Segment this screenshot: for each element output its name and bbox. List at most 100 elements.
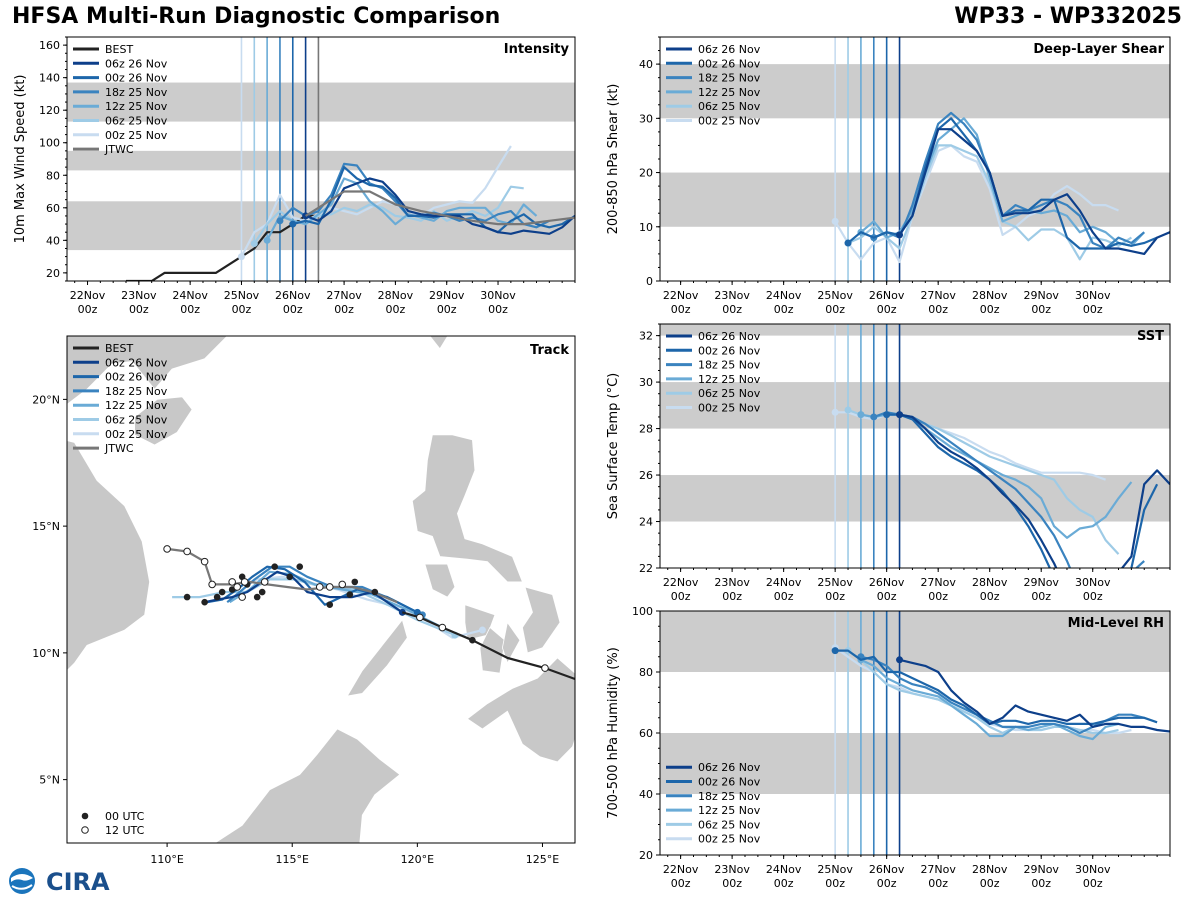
track-marker-legend-00utc (81, 812, 89, 820)
track-marker-legend-label: 12 UTC (105, 824, 145, 837)
shear-ytick-label: 40 (639, 58, 653, 71)
shear-band (660, 64, 1170, 119)
sst-series-start-5 (831, 408, 839, 416)
intensity-xtick-label: 00z (129, 303, 149, 316)
track-series-0 (204, 570, 403, 614)
intensity-xtick-label: 27Nov (326, 289, 362, 302)
rh-legend-label: 12z 25 Nov (698, 804, 761, 817)
shear-xtick-label: 23Nov (714, 289, 750, 302)
sst-series-start-0 (896, 411, 904, 419)
land-china (67, 336, 228, 406)
rh-band (660, 733, 1170, 794)
track-point-12utc (240, 578, 249, 586)
intensity-xtick-label: 24Nov (172, 289, 208, 302)
track-lon-label: 115°E (275, 853, 308, 866)
sst-series-2 (873, 411, 1145, 568)
track-legend-label: 00z 26 Nov (105, 371, 168, 384)
intensity-series-1 (292, 166, 575, 234)
sst-xtick-label: 29Nov (1023, 576, 1059, 589)
sst-xtick-label: 00z (980, 590, 1000, 603)
sst-legend-label: 06z 26 Nov (698, 330, 761, 343)
sst-legend-label: 06z 25 Nov (698, 387, 761, 400)
land-sulawesi (416, 841, 418, 843)
figure-title: HFSA Multi-Run Diagnostic Comparison (12, 4, 501, 29)
track-point-12utc (438, 623, 447, 632)
track-legend-label: 18z 25 Nov (105, 385, 168, 398)
rh-series-4 (847, 649, 1119, 735)
shear-series-5 (834, 144, 1119, 264)
sst-xtick-label: 26Nov (869, 576, 905, 589)
sst-xtick-label: 00z (774, 590, 794, 603)
shear-panel: 01020304022Nov00z23Nov00z24Nov00z25Nov00… (606, 36, 1171, 316)
rh-xtick-label: 24Nov (766, 863, 802, 876)
land-mindanao (466, 657, 575, 763)
shear-legend-label: 12z 25 Nov (698, 86, 761, 99)
track-point-12utc (228, 578, 236, 586)
rh-series-1 (835, 649, 1158, 726)
shear-xtick-label: 00z (825, 303, 845, 316)
shear-legend-label: 06z 25 Nov (698, 100, 761, 113)
intensity-xtick-label: 23Nov (121, 289, 157, 302)
sst-xtick-label: 00z (671, 590, 691, 603)
shear-xtick-label: 27Nov (920, 289, 956, 302)
intensity-xtick-label: 30Nov (480, 289, 516, 302)
sst-ylabel: Sea Surface Temp (°C) (606, 373, 621, 520)
track-lat-label: 10°N (32, 647, 60, 660)
intensity-xtick-label: 00z (488, 303, 508, 316)
intensity-xtick-label: 00z (437, 303, 457, 316)
track-point-00utc (258, 588, 266, 596)
rh-xtick-label: 25Nov (817, 863, 853, 876)
shear-xtick-label: 00z (1031, 303, 1051, 316)
rh-ylabel: 700-500 hPa Humidity (%) (606, 647, 621, 819)
sst-ytick-label: 30 (639, 376, 653, 389)
shear-xtick-label: 24Nov (766, 289, 802, 302)
shear-xtick-label: 00z (1083, 303, 1103, 316)
sst-xtick-label: 00z (722, 590, 742, 603)
sst-legend-label: 18z 25 Nov (698, 359, 761, 372)
intensity-xtick-label: 25Nov (224, 289, 260, 302)
shear-xtick-label: 00z (671, 303, 691, 316)
track-point-12utc (541, 664, 549, 672)
sst-xtick-label: 24Nov (766, 576, 802, 589)
track-lat-label: 5°N (39, 774, 60, 787)
shear-xtick-label: 26Nov (869, 289, 905, 302)
intensity-band (67, 82, 575, 122)
rh-plot-area (660, 611, 1170, 855)
sst-ytick-label: 26 (639, 469, 653, 482)
intensity-xtick-label: 00z (386, 303, 406, 316)
rh-legend-label: 00z 26 Nov (698, 776, 761, 789)
rh-xtick-label: 22Nov (663, 863, 699, 876)
globe-icon (9, 868, 35, 894)
track-point-12utc (315, 583, 324, 591)
shear-xtick-label: 22Nov (663, 289, 699, 302)
rh-xtick-label: 28Nov (972, 863, 1008, 876)
rh-ytick-label: 40 (639, 788, 653, 801)
sst-xtick-label: 30Nov (1075, 576, 1111, 589)
track-point-12utc (238, 593, 246, 601)
rh-xtick-label: 26Nov (869, 863, 905, 876)
rh-legend-label: 06z 26 Nov (698, 761, 761, 774)
shear-ylabel: 200-850 hPa Shear (kt) (606, 84, 621, 235)
sst-series-start-3 (857, 411, 865, 419)
track-point-00utc (296, 563, 304, 570)
shear-ytick-label: 10 (639, 221, 653, 234)
track-point-00utc (469, 636, 476, 644)
intensity-legend-label: 00z 25 Nov (105, 129, 168, 142)
rh-legend-label: 00z 25 Nov (698, 833, 761, 846)
track-point-00utc (351, 578, 359, 586)
track-point-12utc (338, 580, 347, 589)
intensity-series-start-4 (250, 240, 258, 248)
track-series-start-5 (478, 626, 486, 634)
shear-xtick-label: 00z (928, 303, 948, 316)
intensity-xtick-label: 00z (232, 303, 252, 316)
track-lon-label: 110°E (150, 853, 183, 866)
intensity-legend-label: 00z 26 Nov (105, 72, 168, 85)
track-point-00utc (183, 593, 191, 601)
intensity-series-5 (240, 145, 512, 258)
land-luzon (411, 434, 523, 583)
intensity-xtick-label: 28Nov (378, 289, 414, 302)
land-vietnam (67, 440, 151, 672)
track-panel: 110°E 115°E 120°E 125°E 5°N 10°N 15°N 20°N Track… (32, 335, 576, 866)
shear-series-start-1 (844, 239, 852, 247)
sst-series-start-1 (883, 411, 891, 419)
